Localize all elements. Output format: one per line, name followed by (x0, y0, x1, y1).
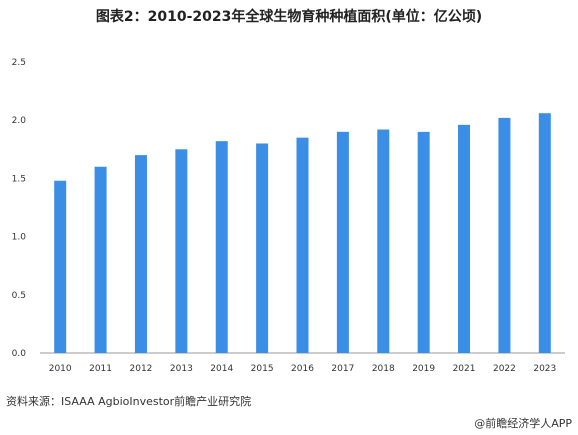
y-tick-label: 1.5 (12, 174, 26, 184)
x-tick-label: 2018 (372, 364, 395, 374)
x-tick-label: 2019 (412, 364, 435, 374)
y-tick-label: 0.0 (12, 349, 27, 359)
bar-2010 (54, 180, 67, 353)
y-tick-label: 2.5 (12, 58, 26, 68)
bar-2015 (256, 143, 269, 353)
bar-2011 (94, 166, 107, 353)
brand-credit: @前瞻经济学人APP (474, 417, 572, 430)
bars (54, 113, 551, 353)
bar-2023 (538, 113, 551, 353)
x-tick-label: 2013 (170, 364, 193, 374)
bar-2014 (215, 141, 228, 353)
x-tick-label: 2021 (453, 364, 476, 374)
y-tick-label: 2.0 (12, 116, 27, 126)
chart-title: 图表2：2010-2023年全球生物育种种植面积(单位：亿公顷) (95, 9, 483, 25)
x-tick-label: 2012 (130, 364, 153, 374)
x-tick-label: 2023 (533, 364, 556, 374)
x-tick-label: 2016 (291, 364, 314, 374)
bar-2017 (336, 131, 349, 353)
x-tick-label: 2017 (331, 364, 354, 374)
y-tick-label: 0.5 (12, 291, 26, 301)
bar-2013 (175, 149, 188, 353)
x-tick-label: 2015 (251, 364, 274, 374)
source-note: 资料来源：ISAAA AgbioInvestor前瞻产业研究院 (6, 395, 252, 408)
bar-2019 (417, 131, 430, 353)
bar-2016 (296, 137, 309, 353)
bar-2012 (134, 155, 147, 353)
x-tick-label: 2014 (210, 364, 233, 374)
bar-2021 (458, 124, 471, 353)
x-tick-label: 2011 (89, 364, 112, 374)
x-tick-label: 2022 (493, 364, 516, 374)
y-axis-ticks: 0.0 0.5 1.0 1.5 2.0 2.5 (12, 58, 27, 359)
x-axis-ticks: 2010 2011 2012 2013 2014 2015 2016 2017 2018 2019… (49, 364, 557, 374)
bar-2022 (498, 117, 511, 353)
x-tick-label: 2010 (49, 364, 72, 374)
y-tick-label: 1.0 (12, 233, 27, 243)
bar-2018 (377, 129, 390, 353)
